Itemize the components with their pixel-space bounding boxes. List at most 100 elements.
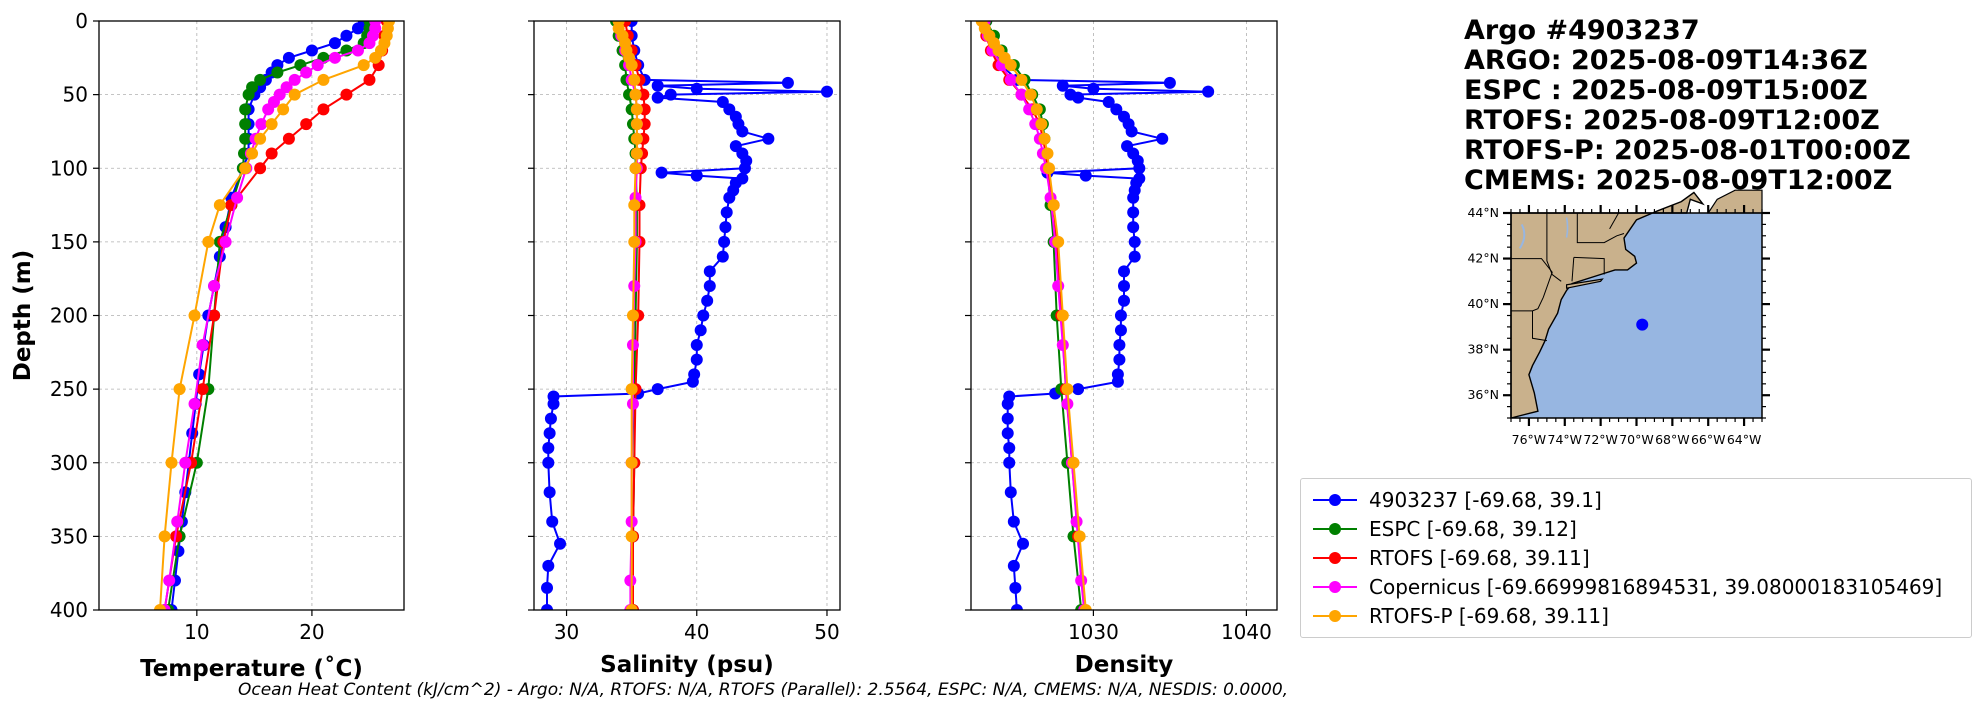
- legend-item: 4903237 [-69.68, 39.1]: [1311, 485, 1602, 514]
- title-line-rtofsp-time: RTOFS-P: 2025-08-01T00:00Z: [1464, 135, 1911, 166]
- legend-label: ESPC [-69.68, 39.12]: [1369, 516, 1577, 541]
- data-point: [718, 235, 731, 248]
- data-point: [1061, 383, 1074, 396]
- y-tick-label: 400: [50, 598, 88, 622]
- data-point: [629, 162, 642, 175]
- data-point: [317, 103, 330, 116]
- data-point: [1114, 309, 1127, 322]
- data-point: [690, 338, 703, 351]
- data-point: [1041, 147, 1054, 160]
- data-point: [703, 280, 716, 293]
- data-point: [543, 486, 556, 499]
- legend-marker: [1313, 493, 1357, 506]
- y-axis-label: Depth (m): [10, 250, 36, 382]
- map-lon-label: 76°W: [1512, 432, 1547, 447]
- data-point: [1075, 574, 1088, 587]
- data-point: [1118, 280, 1130, 293]
- map-lat-label: 36°N: [1467, 387, 1499, 402]
- x-axis-label: Density: [1075, 652, 1174, 678]
- data-point: [254, 162, 267, 175]
- data-point: [543, 427, 556, 440]
- data-point: [1003, 456, 1016, 469]
- data-point: [254, 73, 267, 86]
- data-point: [300, 118, 313, 131]
- data-point: [723, 191, 736, 204]
- legend-label: Copernicus [-69.66999816894531, 39.08000…: [1369, 574, 1943, 599]
- data-point: [664, 88, 677, 101]
- data-point: [246, 147, 259, 160]
- data-point: [719, 221, 732, 234]
- data-point: [351, 22, 364, 35]
- y-tick-label: 350: [50, 524, 88, 548]
- map-lat-label: 40°N: [1467, 296, 1499, 311]
- legend-label: RTOFS-P [-69.68, 39.11]: [1369, 603, 1609, 628]
- data-point: [1004, 59, 1017, 72]
- data-point: [690, 82, 703, 95]
- data-point: [1087, 82, 1100, 95]
- data-point: [541, 581, 554, 594]
- data-point: [1015, 73, 1028, 86]
- data-point: [542, 442, 555, 455]
- data-point: [317, 73, 330, 86]
- data-point: [1010, 604, 1023, 610]
- x-tick-label: 50: [814, 620, 839, 644]
- data-point: [554, 537, 567, 550]
- data-point: [239, 118, 252, 131]
- data-point: [547, 397, 560, 410]
- data-point: [781, 76, 794, 89]
- data-point: [630, 118, 643, 131]
- land: [1510, 191, 1705, 419]
- data-point: [1052, 235, 1065, 248]
- data-point: [239, 103, 252, 116]
- data-point: [340, 29, 353, 42]
- data-point: [255, 118, 268, 131]
- title-line-cmems-time: CMEMS: 2025-08-09T12:00Z: [1464, 165, 1893, 196]
- data-point: [1024, 88, 1037, 101]
- data-point: [202, 235, 215, 248]
- data-point: [630, 147, 643, 160]
- map-lon-label: 68°W: [1655, 432, 1690, 447]
- legend-label: 4903237 [-69.68, 39.1]: [1369, 487, 1602, 512]
- state-border: [1609, 212, 1620, 230]
- density-panel: 1030 1040 Density: [965, 20, 1278, 678]
- ohc-footer: Ocean Heat Content (kJ/cm^2) - Argo: N/A…: [238, 680, 1289, 700]
- data-point: [1056, 309, 1069, 322]
- legend-marker: [1313, 580, 1357, 593]
- data-point: [1156, 132, 1169, 145]
- x-tick-label: 1040: [1221, 620, 1272, 644]
- data-point: [1073, 530, 1086, 543]
- data-point: [1070, 515, 1083, 528]
- data-point: [219, 235, 232, 248]
- map-lat-label: 38°N: [1467, 342, 1499, 357]
- map-lon-label: 70°W: [1619, 432, 1654, 447]
- long-island: [1566, 278, 1604, 289]
- float-location-marker: [1636, 318, 1649, 331]
- title-line-argo-time: ARGO: 2025-08-09T14:36Z: [1464, 45, 1868, 76]
- y-tick-label: 150: [50, 230, 88, 254]
- data-point: [762, 132, 775, 145]
- location-map: 44°N 42°N 40°N 38°N 36°N 76°W 74°W 72°W 70°W 68°W…: [1467, 189, 1770, 447]
- map-lon-label: 72°W: [1583, 432, 1618, 447]
- data-point: [363, 37, 376, 50]
- river: [1565, 217, 1569, 238]
- data-point: [738, 162, 751, 175]
- data-point: [351, 44, 364, 57]
- data-point: [655, 166, 668, 179]
- data-point: [541, 604, 554, 610]
- data-point: [697, 309, 710, 322]
- x-tick-label: 20: [299, 620, 324, 644]
- data-point: [1061, 397, 1074, 410]
- data-point: [690, 169, 703, 182]
- y-tick-label: 300: [50, 451, 88, 475]
- data-point: [1102, 95, 1115, 108]
- data-point: [716, 250, 729, 263]
- data-point: [1127, 206, 1140, 219]
- data-point: [165, 456, 178, 469]
- data-point: [328, 37, 341, 50]
- data-point: [625, 59, 638, 72]
- map-lon-label: 66°W: [1691, 432, 1726, 447]
- data-point: [305, 44, 318, 57]
- data-point: [158, 530, 171, 543]
- data-point: [703, 265, 716, 278]
- data-point: [1163, 76, 1176, 89]
